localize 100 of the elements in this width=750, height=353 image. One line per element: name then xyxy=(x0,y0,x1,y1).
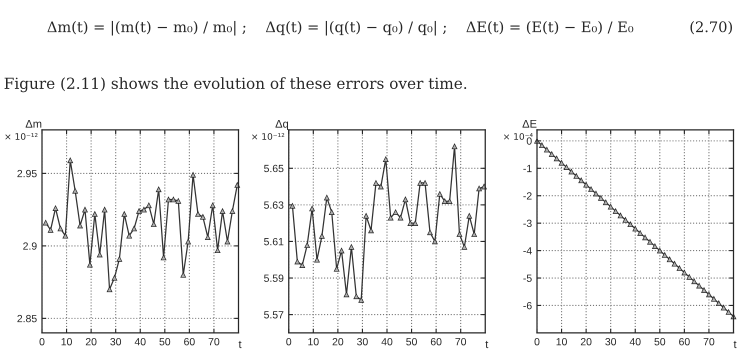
point xyxy=(471,231,477,237)
y-tick-label: 5.61 xyxy=(264,238,284,246)
point xyxy=(682,270,688,276)
point xyxy=(220,208,226,214)
point xyxy=(176,198,182,204)
point xyxy=(200,214,206,220)
point xyxy=(652,243,658,249)
point xyxy=(136,208,142,214)
point xyxy=(578,178,584,184)
point xyxy=(82,206,88,212)
point xyxy=(622,217,628,223)
x-tick-label: 10 xyxy=(308,338,319,346)
point xyxy=(166,196,172,202)
x-tick-label: 20 xyxy=(580,338,592,346)
point xyxy=(224,238,230,244)
x-tick-label: 70 xyxy=(455,338,466,346)
point xyxy=(593,190,599,196)
point xyxy=(628,221,634,228)
point xyxy=(568,168,574,174)
point xyxy=(77,222,83,228)
point xyxy=(554,156,560,162)
point xyxy=(392,209,398,215)
point xyxy=(214,247,220,254)
point xyxy=(417,180,423,186)
y-tick-label: 5.57 xyxy=(264,311,284,318)
y-tick-label: 5.59 xyxy=(264,274,284,282)
point xyxy=(319,233,325,239)
point xyxy=(131,226,137,232)
point xyxy=(398,214,404,220)
point xyxy=(544,146,550,152)
point xyxy=(185,238,191,244)
point xyxy=(422,180,428,186)
point xyxy=(170,196,176,202)
point xyxy=(612,208,618,214)
y-axis-title: ΔE xyxy=(522,120,537,128)
point xyxy=(363,213,369,219)
point xyxy=(711,296,717,302)
point xyxy=(180,272,186,278)
point xyxy=(314,256,320,263)
x-axis-title: t xyxy=(485,340,488,348)
point xyxy=(354,294,360,300)
point xyxy=(476,186,482,192)
x-tick-label: 20 xyxy=(86,338,97,346)
point xyxy=(141,206,147,212)
point xyxy=(126,232,132,239)
y-tick-label: 2.85 xyxy=(17,314,37,322)
point xyxy=(466,213,472,219)
x-tick-label: 30 xyxy=(605,338,616,346)
x-tick-label: 40 xyxy=(381,338,392,346)
x-tick-label: 40 xyxy=(134,338,146,346)
point xyxy=(48,227,54,233)
point xyxy=(309,206,315,212)
point xyxy=(304,242,310,248)
y-tick-label: -4 xyxy=(523,247,532,254)
point xyxy=(706,292,712,298)
point xyxy=(116,256,122,262)
x-tick-label: 40 xyxy=(630,338,641,346)
point xyxy=(294,258,300,264)
point xyxy=(696,282,702,288)
text: Δm(t) = |(m(t) − m₀) / m₀| ; Δq(t) = |(q(t) − q₀) / q₀| ; ΔE(t) = (E(t) − E₀) / E₀ (2.70) xyxy=(47,20,732,36)
point xyxy=(67,158,74,164)
point xyxy=(437,191,443,197)
point xyxy=(382,156,389,162)
y-tick-label: 5.63 xyxy=(264,201,284,209)
x-tick-label: 60 xyxy=(679,338,690,346)
y-axis-title: Δm xyxy=(26,120,42,128)
x-tick-label: 20 xyxy=(332,338,344,346)
point xyxy=(642,234,648,240)
point xyxy=(726,309,732,315)
point xyxy=(602,200,609,206)
point xyxy=(373,180,379,186)
point xyxy=(378,184,384,190)
point xyxy=(52,205,58,211)
x-tick-label: 50 xyxy=(654,338,666,346)
y-tick-label: -3 xyxy=(523,220,532,228)
x-tick-label: 0 xyxy=(286,338,292,346)
point xyxy=(344,292,350,298)
point xyxy=(348,244,354,250)
point xyxy=(608,204,614,210)
point xyxy=(299,262,306,268)
point xyxy=(691,278,697,284)
x-tick-label: 0 xyxy=(40,338,44,346)
x-tick-label: 70 xyxy=(704,338,714,346)
point xyxy=(106,286,112,292)
y-tick-label: 2.95 xyxy=(17,170,37,178)
point xyxy=(558,160,564,166)
x-tick-label: 10 xyxy=(62,338,72,346)
point xyxy=(324,194,330,200)
point xyxy=(462,244,468,250)
point xyxy=(686,274,692,280)
point xyxy=(62,232,68,239)
point xyxy=(122,211,128,217)
point xyxy=(564,164,570,170)
point xyxy=(427,230,433,236)
point xyxy=(150,221,157,227)
point xyxy=(657,248,663,254)
point xyxy=(402,196,408,202)
point xyxy=(58,226,64,232)
text: Figure (2.11) shows the evolution of these errors over time. xyxy=(4,77,466,92)
point xyxy=(328,209,335,215)
